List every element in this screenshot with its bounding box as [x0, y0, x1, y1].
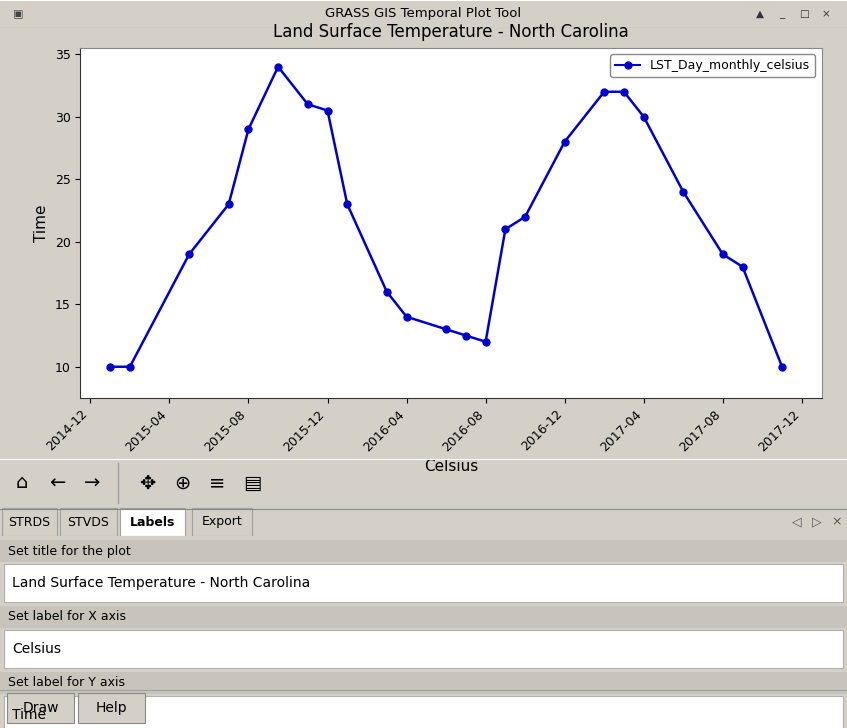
Text: Help: Help	[96, 701, 127, 715]
Text: ≡: ≡	[209, 473, 225, 493]
Bar	[60, 508, 117, 536]
FancyBboxPatch shape	[78, 693, 145, 723]
FancyBboxPatch shape	[7, 693, 74, 723]
Text: GRASS GIS Temporal Plot Tool: GRASS GIS Temporal Plot Tool	[325, 7, 521, 20]
Y-axis label: Time: Time	[35, 205, 49, 242]
Text: Labels: Labels	[130, 515, 175, 529]
Text: Draw: Draw	[22, 701, 58, 715]
Text: ◁: ◁	[792, 515, 802, 529]
Text: ←: ←	[49, 473, 65, 493]
Bar	[0, 672, 847, 694]
Text: _: _	[779, 9, 784, 19]
Text: ×: ×	[822, 9, 830, 19]
Bar	[192, 508, 252, 536]
Text: Land Surface Temperature - North Carolina: Land Surface Temperature - North Carolin…	[12, 576, 310, 590]
Text: ▷: ▷	[812, 515, 822, 529]
Text: STVDS: STVDS	[68, 515, 109, 529]
Text: Set title for the plot: Set title for the plot	[8, 545, 130, 558]
Text: ⌂: ⌂	[16, 473, 28, 493]
Bar	[4, 696, 843, 728]
Text: ×: ×	[832, 515, 842, 529]
Text: ▲: ▲	[756, 9, 764, 19]
Text: Export: Export	[202, 515, 242, 529]
Legend: LST_Day_monthly_celsius: LST_Day_monthly_celsius	[610, 55, 816, 77]
Bar	[4, 630, 843, 668]
Bar	[4, 564, 843, 602]
Text: Time: Time	[12, 708, 46, 722]
Bar	[120, 508, 185, 536]
Text: ✥: ✥	[139, 473, 155, 493]
Text: Set label for X axis: Set label for X axis	[8, 611, 126, 623]
Text: Set label for Y axis: Set label for Y axis	[8, 676, 125, 689]
Bar	[0, 606, 847, 628]
Bar	[2, 508, 57, 536]
Text: ▤: ▤	[243, 473, 261, 493]
Text: □: □	[799, 9, 809, 19]
Bar	[0, 540, 847, 562]
Title: Land Surface Temperature - North Carolina: Land Surface Temperature - North Carolin…	[273, 23, 629, 41]
X-axis label: Celsius: Celsius	[424, 459, 479, 475]
Text: ▣: ▣	[13, 9, 23, 19]
Text: ⊕: ⊕	[174, 473, 191, 493]
Text: →: →	[84, 473, 100, 493]
Text: Celsius: Celsius	[12, 642, 61, 656]
Text: STRDS: STRDS	[8, 515, 51, 529]
